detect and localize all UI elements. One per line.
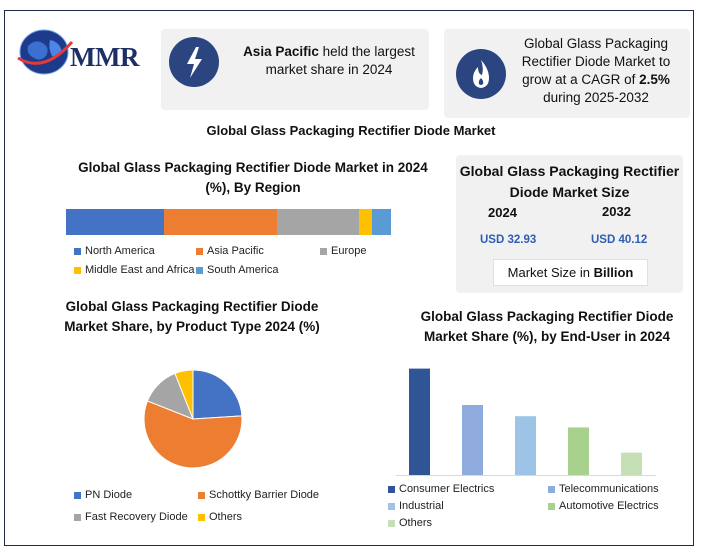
logo	[14, 24, 149, 80]
enduser-legend-item: Others	[388, 517, 432, 529]
enduser-bar	[515, 416, 536, 475]
legend-label: Consumer Electrics	[399, 483, 495, 495]
main-title: Global Glass Packaging Rectifier Diode M…	[206, 123, 496, 138]
region-chart-title: Global Glass Packaging Rectifier Diode M…	[78, 160, 428, 195]
legend-swatch	[74, 513, 81, 521]
enduser-legend-item: Automotive Electrics	[548, 500, 659, 512]
legend-swatch	[388, 519, 395, 527]
legend-swatch	[196, 266, 203, 274]
enduser-bar	[462, 405, 483, 475]
enduser-chart-title: Global Glass Packaging Rectifier Diode M…	[420, 309, 674, 344]
region-bar-segment	[66, 209, 164, 235]
highlight-cagr-text: Global Glass Packaging Rectifier Diode M…	[521, 36, 671, 105]
year-2032-label: 2032	[602, 204, 631, 219]
legend-swatch	[548, 485, 555, 493]
legend-swatch	[196, 247, 203, 255]
product-legend-item: Schottky Barrier Diode	[198, 489, 319, 501]
region-bar-segment	[163, 209, 278, 235]
legend-swatch	[74, 491, 81, 499]
market-size-card: Global Glass Packaging Rectifier Diode M…	[456, 155, 683, 293]
region-legend-item: North America	[74, 245, 155, 257]
infographic-frame	[4, 10, 694, 546]
legend-label: Europe	[331, 245, 367, 257]
enduser-bar-chart	[396, 368, 656, 476]
legend-label: Schottky Barrier Diode	[209, 489, 320, 501]
product-pie-chart	[143, 369, 243, 469]
region-legend-item: South America	[196, 264, 279, 276]
globe-icon	[17, 29, 74, 75]
legend-label: Automotive Electrics	[559, 500, 659, 512]
legend-swatch	[74, 266, 81, 274]
legend-label: Others	[209, 511, 243, 523]
region-bar-segment	[358, 209, 372, 235]
legend-swatch	[548, 502, 555, 510]
market-size-2024-value: USD 32.93	[480, 234, 537, 246]
pie-slice	[174, 369, 194, 420]
region-legend-item: Europe	[320, 245, 366, 257]
region-legend-item: Middle East and Africa	[74, 264, 194, 276]
legend-label: Fast Recovery Diode	[85, 511, 188, 523]
legend-label: Asia Pacific	[207, 245, 264, 257]
highlight-region-text: Asia Pacific held the largest market sha…	[243, 44, 415, 77]
lightning-icon	[169, 37, 219, 87]
product-legend-item: Fast Recovery Diode	[74, 511, 188, 523]
market-size-2032-value: USD 40.12	[591, 234, 648, 246]
region-bar-segment	[371, 209, 391, 235]
pie-slice	[143, 400, 243, 469]
legend-swatch	[198, 491, 205, 499]
market-size-unit: Market Size in Billion	[493, 259, 648, 286]
enduser-legend-item: Industrial	[388, 500, 444, 512]
product-legend-item: PN Diode	[74, 489, 132, 501]
legend-swatch	[388, 502, 395, 510]
legend-label: North America	[85, 245, 155, 257]
legend-label: Others	[399, 517, 433, 529]
legend-label: Middle East and Africa	[85, 264, 195, 276]
legend-label: Telecommunications	[559, 483, 659, 495]
year-2024-label: 2024	[488, 205, 517, 220]
region-legend-item: Asia Pacific	[196, 245, 264, 257]
enduser-bar	[568, 427, 589, 475]
market-size-title: Global Glass Packaging Rectifier Diode M…	[459, 163, 680, 200]
legend-label: Industrial	[399, 500, 444, 512]
legend-swatch	[74, 247, 81, 255]
highlight-card-cagr: Global Glass Packaging Rectifier Diode M…	[444, 29, 690, 118]
legend-swatch	[198, 513, 205, 521]
logo-text: MMR	[70, 42, 139, 72]
legend-label: PN Diode	[85, 489, 133, 501]
product-chart-title: Global Glass Packaging Rectifier Diode M…	[64, 299, 320, 334]
enduser-legend-item: Consumer Electrics	[388, 483, 494, 495]
pie-slice	[192, 369, 243, 420]
region-bar-segment	[277, 209, 359, 235]
legend-swatch	[320, 247, 327, 255]
legend-label: South America	[207, 264, 279, 276]
legend-swatch	[388, 485, 395, 493]
flame-icon	[456, 49, 506, 99]
enduser-bar	[409, 368, 430, 475]
region-stacked-bar	[66, 209, 391, 235]
enduser-legend-item: Telecommunications	[548, 483, 659, 495]
enduser-bar	[621, 452, 642, 475]
highlight-card-region: Asia Pacific held the largest market sha…	[161, 29, 429, 110]
product-legend-item: Others	[198, 511, 242, 523]
